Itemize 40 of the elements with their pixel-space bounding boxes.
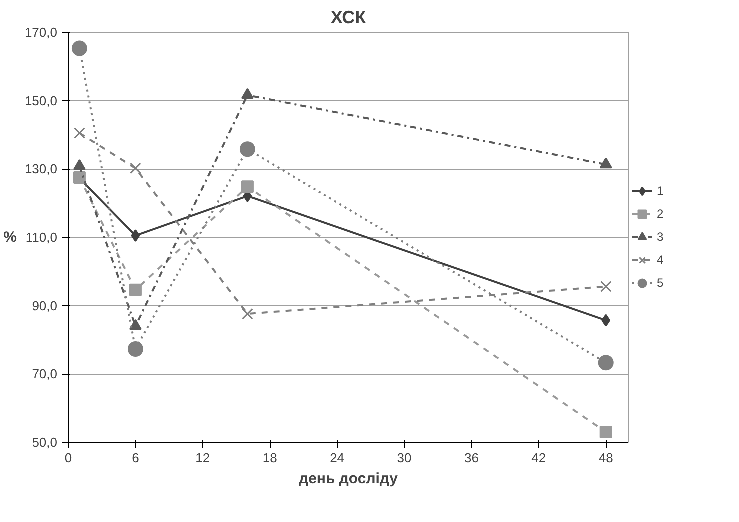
legend-label: 1 (657, 184, 665, 198)
x-tick-label: 18 (262, 450, 278, 466)
point (241, 180, 254, 194)
legend-label: 2 (657, 207, 665, 221)
point (242, 308, 254, 320)
legend-label: 4 (657, 253, 665, 267)
point (600, 426, 612, 438)
x-tick-label: 12 (196, 450, 210, 466)
legend-label: 3 (657, 230, 665, 244)
x-tick-label: 30 (397, 450, 412, 466)
point (131, 230, 140, 242)
x-tick-label: 48 (598, 450, 614, 466)
x-axis-title: день досліду (299, 470, 399, 488)
y-tick-label: 150,0 (24, 93, 58, 108)
x-tick-label: 0 (64, 450, 72, 466)
y-tick-label: 90,0 (32, 298, 58, 314)
y-tick-label: 110,0 (26, 230, 58, 245)
y-tick-label: 70,0 (32, 366, 58, 382)
point (74, 128, 86, 139)
x-tick-label: 36 (464, 450, 479, 466)
point (128, 341, 144, 357)
chart-title: ХСК (330, 8, 368, 28)
point (72, 40, 88, 56)
y-tick-label: 170,0 (24, 25, 58, 40)
y-axis-title: % (4, 229, 17, 246)
point (240, 142, 256, 158)
legend-label: 5 (657, 276, 665, 290)
x-tick-label: 6 (132, 450, 140, 466)
point (130, 162, 142, 174)
point (241, 88, 254, 100)
point (602, 314, 611, 327)
y-tick-label: 130,0 (24, 162, 58, 177)
x-tick-label: 42 (532, 450, 546, 466)
point (129, 284, 142, 296)
point (598, 355, 614, 371)
point (73, 159, 86, 170)
y-tick-label: 50,0 (32, 435, 58, 450)
x-tick-label: 24 (330, 450, 345, 466)
point (600, 158, 612, 169)
point (600, 281, 612, 292)
